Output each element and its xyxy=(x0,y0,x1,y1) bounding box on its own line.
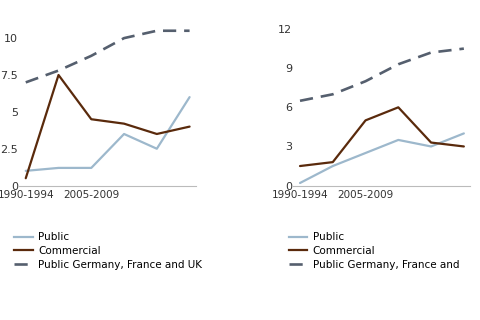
Legend: Public, Commercial, Public Germany, France and: Public, Commercial, Public Germany, Fran… xyxy=(285,228,463,274)
Legend: Public, Commercial, Public Germany, France and UK: Public, Commercial, Public Germany, Fran… xyxy=(10,228,206,274)
